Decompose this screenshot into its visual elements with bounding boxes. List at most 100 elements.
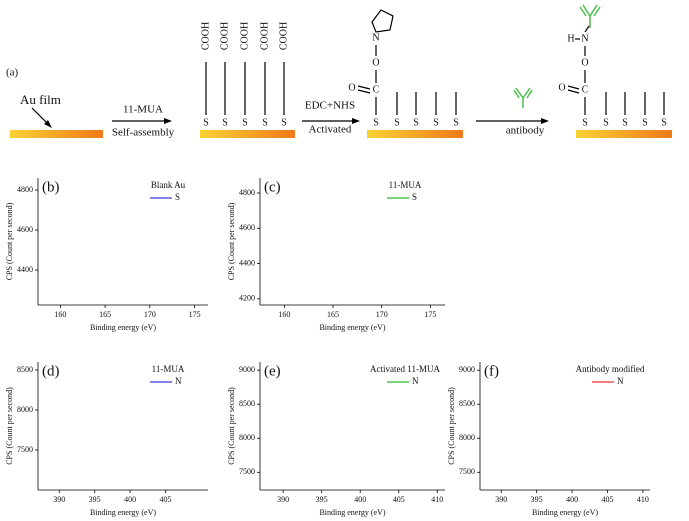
y-tick-label: 4200 <box>239 294 255 303</box>
atom: S <box>622 117 628 128</box>
y-tick-label: 4400 <box>17 265 33 274</box>
panel-label: (d) <box>42 363 60 379</box>
x-axis-label: Binding energy (eV) <box>90 323 156 332</box>
y-tick-label: 8500 <box>17 365 33 374</box>
atom: N <box>581 33 588 44</box>
film-label: Au film <box>20 92 61 107</box>
legend-label: S <box>412 192 417 202</box>
x-tick-label: 400 <box>124 495 136 504</box>
au-film <box>10 130 103 138</box>
bond <box>567 85 580 90</box>
legend-title: Activated 11-MUA <box>370 364 440 374</box>
arrowhead <box>44 120 52 128</box>
step-label: EDC+NHS <box>305 100 355 112</box>
legend-label: N <box>412 376 419 386</box>
atom: S <box>373 117 379 128</box>
bond <box>567 89 580 94</box>
y-tick-label: 4800 <box>239 188 255 197</box>
y-axis-label: CPS (Count per second) <box>227 202 236 280</box>
x-axis-label: Binding energy (eV) <box>532 508 598 517</box>
atom: O <box>372 57 379 68</box>
x-tick-label: 405 <box>602 495 614 504</box>
step-label: 11-MUA <box>123 104 163 116</box>
atom: S <box>582 117 588 128</box>
legend-label: N <box>617 376 624 386</box>
panel-label: (c) <box>264 179 281 195</box>
panel-label: (f) <box>484 363 499 379</box>
x-axis-label: Binding energy (eV) <box>319 508 385 517</box>
chart: (f) 390 395 400 405 410 7500 8000 8500 9000 Bindin… <box>447 362 650 517</box>
panel-label: (a) <box>6 67 19 79</box>
x-tick-label: 395 <box>316 495 328 504</box>
bond <box>357 85 371 90</box>
arrowhead <box>352 118 360 124</box>
atom: COOH <box>278 22 289 50</box>
atom: S <box>262 117 268 128</box>
atom: S <box>453 117 459 128</box>
atom: S <box>603 117 609 128</box>
x-tick-label: 400 <box>354 495 366 504</box>
chart: (d) 390 395 400 405 7500 8000 8500 Binding energ… <box>5 362 208 517</box>
atom: H <box>567 33 574 44</box>
arrowhead <box>164 118 172 124</box>
antibody-icon <box>513 87 533 108</box>
x-tick-label: 390 <box>495 495 507 504</box>
atom: C <box>373 84 380 95</box>
bond <box>584 25 590 33</box>
x-tick-label: 405 <box>393 495 405 504</box>
x-tick-label: 165 <box>99 310 111 319</box>
au-film <box>200 130 295 138</box>
x-tick-label: 165 <box>327 310 339 319</box>
x-tick-label: 390 <box>277 495 289 504</box>
y-tick-label: 8000 <box>239 433 255 442</box>
x-tick-label: 400 <box>566 495 578 504</box>
y-axis-label: CPS (Count per second) <box>5 387 14 465</box>
atom: S <box>222 117 228 128</box>
x-tick-label: 395 <box>89 495 101 504</box>
x-tick-label: 175 <box>189 310 201 319</box>
atom: COOH <box>219 22 230 50</box>
step-label: Activated <box>309 124 352 136</box>
x-tick-label: 160 <box>54 310 66 319</box>
atom: COOH <box>200 22 211 50</box>
y-tick-label: 9000 <box>239 365 255 374</box>
atom: S <box>281 117 287 128</box>
atom: O <box>581 57 588 68</box>
legend-title: 11-MUA <box>389 180 422 190</box>
au-film <box>576 130 672 138</box>
y-tick-label: 8000 <box>17 405 33 414</box>
atom: S <box>413 117 419 128</box>
y-axis-label: CPS (Count per second) <box>227 387 236 465</box>
atom: N <box>372 32 379 43</box>
y-tick-label: 4800 <box>17 185 33 194</box>
step-label: antibody <box>506 125 545 137</box>
ring <box>371 9 394 33</box>
y-tick-label: 8500 <box>239 399 255 408</box>
atom: S <box>661 117 667 128</box>
y-tick-label: 4600 <box>17 225 33 234</box>
y-axis-label: CPS (Count per second) <box>447 387 456 465</box>
y-axis-label: CPS (Count per second) <box>5 202 14 280</box>
x-tick-label: 160 <box>278 310 290 319</box>
x-tick-label: 170 <box>144 310 156 319</box>
x-tick-label: 175 <box>424 310 436 319</box>
y-tick-label: 4600 <box>239 223 255 232</box>
au-film <box>367 130 463 138</box>
x-axis-label: Binding energy (eV) <box>90 508 156 517</box>
x-tick-label: 170 <box>376 310 388 319</box>
y-tick-label: 7500 <box>17 445 33 454</box>
atom: O <box>558 82 565 93</box>
bond <box>357 89 371 94</box>
atom: S <box>394 117 400 128</box>
x-tick-label: 405 <box>160 495 172 504</box>
y-tick-label: 7500 <box>239 467 255 476</box>
atom: COOH <box>259 22 270 50</box>
x-axis-label: Binding energy (eV) <box>319 323 385 332</box>
chart: (e) 390 395 400 405 410 7500 8000 8500 9000 Bindin… <box>227 362 445 517</box>
y-tick-label: 8500 <box>459 399 475 408</box>
atom: S <box>642 117 648 128</box>
y-tick-label: 8000 <box>459 433 475 442</box>
atom: S <box>242 117 248 128</box>
legend-label: S <box>175 192 180 202</box>
